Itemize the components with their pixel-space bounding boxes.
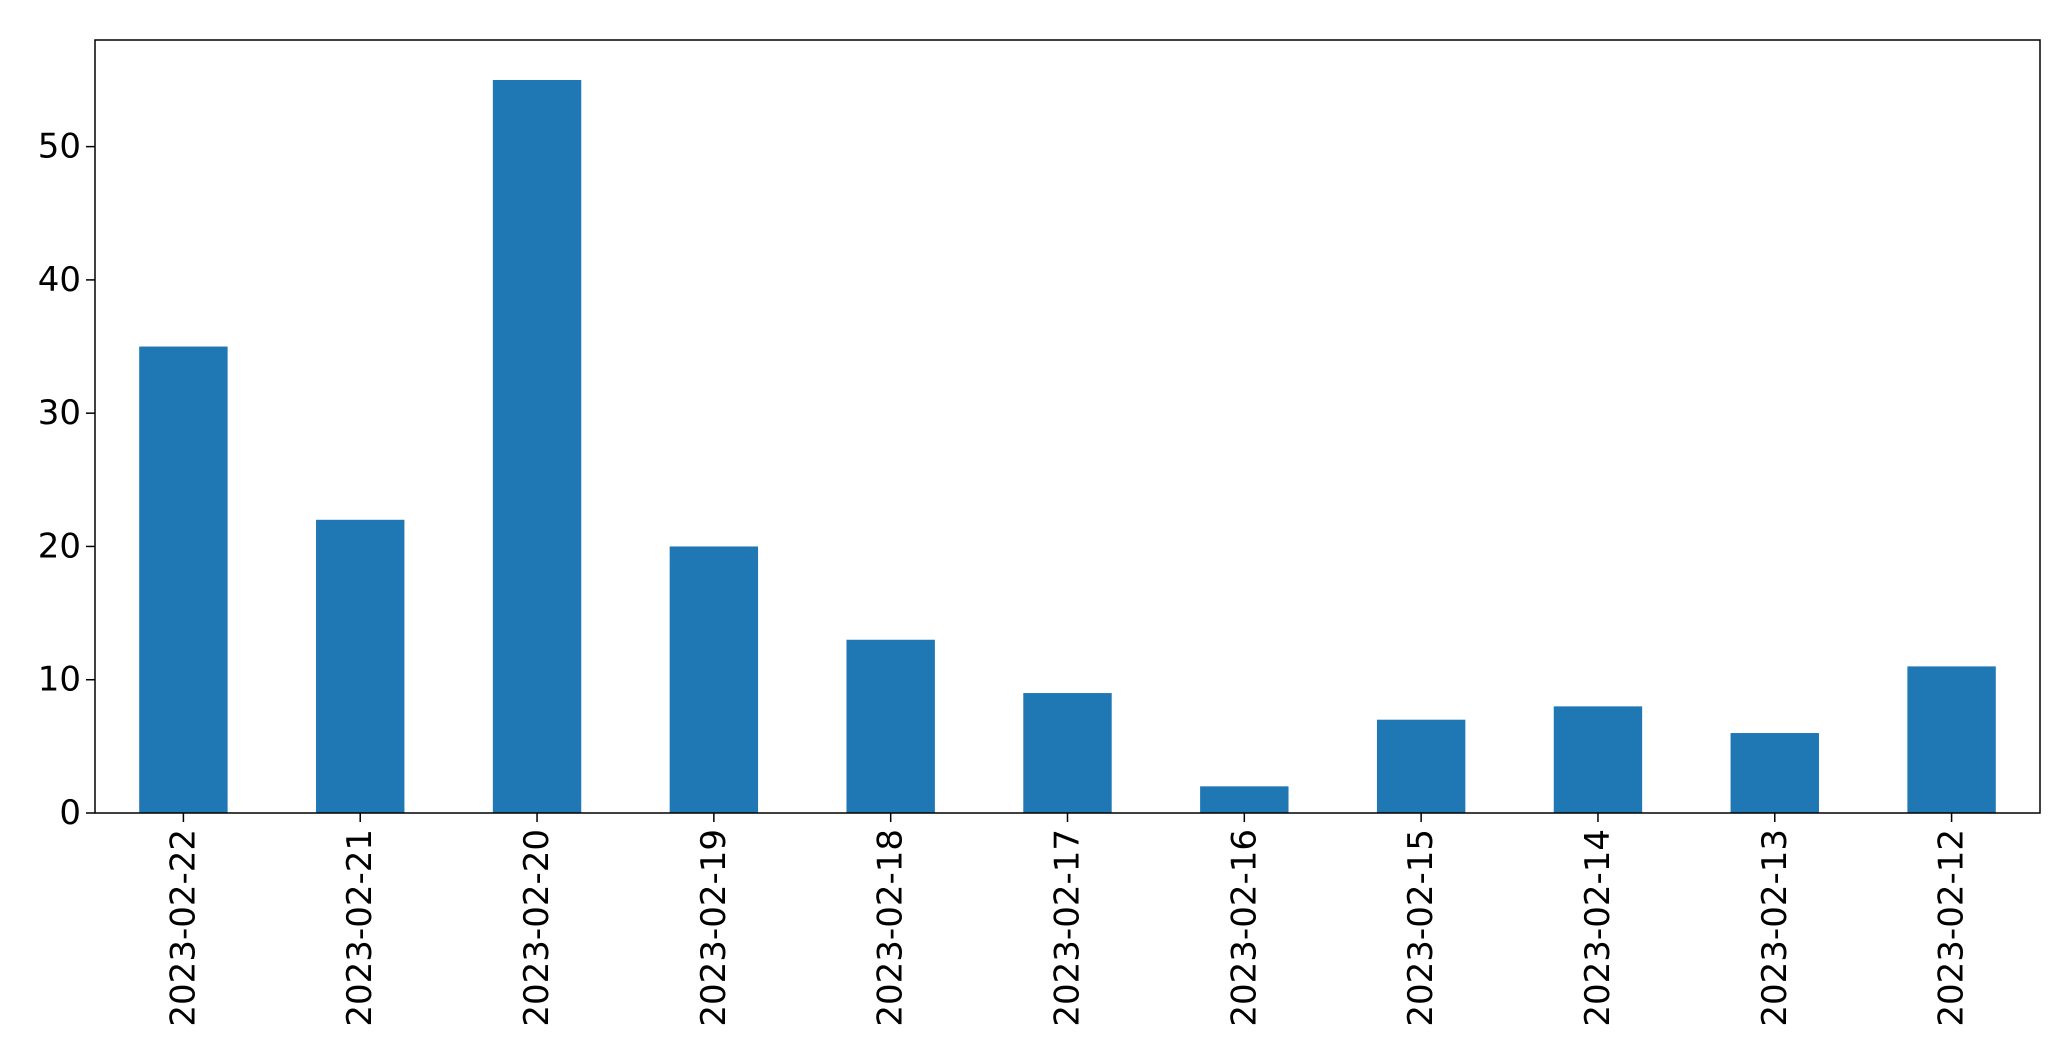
x-tick-label: 2023-02-14 [1578, 829, 1618, 1027]
y-tick-label: 30 [38, 393, 81, 433]
bar-2023-02-17 [1023, 693, 1112, 813]
bar-2023-02-14 [1553, 706, 1643, 813]
x-tick-label: 2023-02-21 [340, 829, 380, 1027]
y-axis: 0 10 20 30 40 50 [38, 127, 95, 833]
x-tick-label: 2023-02-12 [1932, 829, 1972, 1027]
x-tick-label: 2023-02-19 [694, 829, 734, 1027]
x-tick-label: 2023-02-20 [517, 829, 557, 1027]
x-axis: 2023-02-22 2023-02-21 2023-02-20 2023-02-19… [163, 813, 1972, 1027]
y-tick-label: 0 [59, 793, 81, 833]
bars [139, 79, 1996, 813]
bar-2023-02-13 [1730, 733, 1819, 813]
bar-2023-02-21 [316, 519, 405, 813]
plot-frame [94, 39, 2041, 814]
x-tick-label: 2023-02-15 [1401, 829, 1441, 1027]
x-tick-label: 2023-02-22 [163, 829, 203, 1027]
bar-2023-02-15 [1376, 719, 1466, 813]
y-tick-label: 50 [38, 127, 81, 167]
bar-2023-02-20 [492, 79, 582, 813]
x-tick-label: 2023-02-13 [1755, 829, 1795, 1027]
bar-2023-02-12 [1907, 666, 1996, 813]
bar-2023-02-19 [669, 546, 759, 813]
bar-2023-02-16 [1200, 786, 1289, 813]
x-tick-label: 2023-02-16 [1224, 829, 1264, 1027]
x-tick-label: 2023-02-18 [871, 829, 911, 1027]
x-tick-label: 2023-02-17 [1048, 829, 1088, 1027]
y-tick-label: 10 [38, 660, 81, 700]
bar-2023-02-22 [139, 346, 228, 813]
y-tick-label: 20 [38, 526, 81, 566]
y-tick-label: 40 [38, 260, 81, 300]
bar-2023-02-18 [846, 639, 935, 813]
